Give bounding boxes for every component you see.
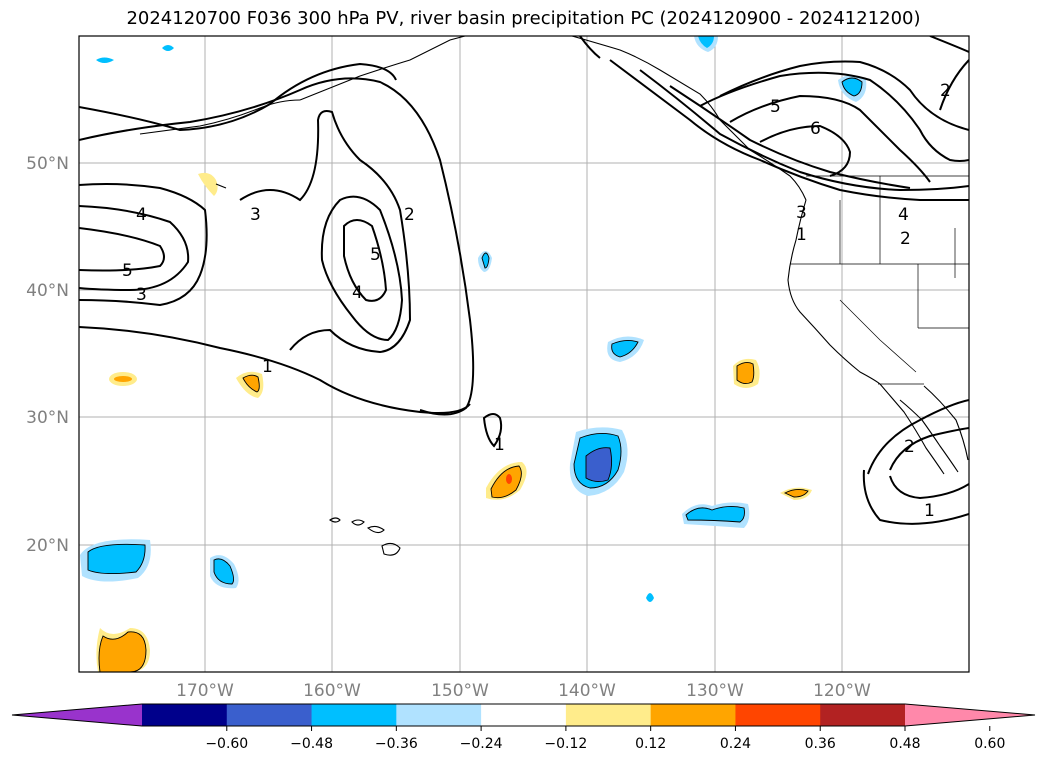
colorbar-extend-low	[12, 704, 142, 726]
contour-label: 5	[370, 245, 381, 265]
colorbar-tick-label: −0.48	[290, 736, 333, 752]
precip-negative-blob	[96, 57, 114, 63]
precip-negative-blob	[586, 447, 612, 482]
lon-label: 130°W	[686, 681, 744, 701]
precip-negative-blob	[88, 544, 146, 574]
contour-labels: 5 6 2 4 3 1 2 4 3 5 3 2 5 4 1 1 2 1	[122, 81, 951, 521]
contour-label: 2	[904, 437, 915, 457]
contour-label: 1	[796, 225, 807, 245]
colorbar-tick-label: 0.36	[805, 736, 836, 752]
precip-positive-blob	[243, 375, 260, 392]
precip-positive-blob	[198, 172, 218, 196]
lat-label: 20°N	[26, 536, 69, 556]
precip-positive-blob	[114, 376, 132, 382]
contour-label: 4	[136, 205, 147, 225]
colorbar-segment	[311, 704, 397, 726]
colorbar-segment	[820, 704, 906, 726]
colorbar-segment	[481, 704, 567, 726]
contour-label: 4	[898, 205, 909, 225]
colorbar-outline	[11, 703, 1036, 727]
colorbar-segment	[650, 704, 736, 726]
map-title: 2024120700 F036 300 hPa PV, river basin …	[126, 8, 921, 29]
contour-label: 3	[136, 285, 147, 305]
contour-label: 2	[404, 205, 415, 225]
colorbar-extend-high	[905, 704, 1035, 726]
contour-label: 1	[262, 357, 273, 377]
map-content: 5 6 2 4 3 1 2 4 3 5 3 2 5 4 1 1 2 1	[79, 36, 969, 672]
lon-label: 160°W	[303, 681, 361, 701]
state-boundaries	[790, 175, 969, 385]
colorbar-segment	[735, 704, 821, 726]
lon-label: 140°W	[558, 681, 616, 701]
contour-label: 5	[122, 261, 133, 281]
precip-anomaly-fills	[80, 36, 867, 672]
colorbar-tick-label: −0.12	[544, 736, 587, 752]
precip-negative-blob	[686, 506, 745, 522]
colorbar-segment	[396, 704, 482, 726]
precip-positive-blob	[491, 466, 522, 498]
lon-label: 120°W	[813, 681, 871, 701]
precip-positive-blob	[506, 474, 512, 484]
colorbar-tick-label: −0.60	[205, 736, 248, 752]
precip-positive-blob	[737, 362, 754, 384]
pv-contours	[79, 36, 969, 525]
precip-positive-blob	[99, 631, 146, 672]
lon-label: 150°W	[431, 681, 489, 701]
colorbar-tick-label: 0.48	[889, 736, 920, 752]
colorbar-segment	[565, 704, 652, 726]
contour-label: 1	[924, 501, 935, 521]
contour-label: 1	[494, 435, 505, 455]
precip-negative-blob	[611, 340, 638, 357]
colorbar-tick-label: 0.24	[720, 736, 751, 752]
contour-label: 3	[796, 203, 807, 223]
contour-label: 2	[940, 81, 951, 101]
lon-labels: 170°W 160°W 150°W 140°W 130°W 120°W	[176, 681, 871, 701]
colorbar: −0.60 −0.48 −0.36 −0.24 −0.12 0.12 0.24 0.36 0.4…	[11, 703, 1036, 752]
colorbar-segment	[226, 704, 313, 726]
lat-label: 30°N	[26, 408, 69, 428]
precip-thin-contours	[87, 77, 863, 672]
contour-label: 6	[810, 119, 821, 139]
colorbar-segment	[142, 704, 228, 726]
colorbar-tick-label: −0.24	[460, 736, 503, 752]
colorbar-tick-label: 0.60	[974, 736, 1005, 752]
gridlines	[79, 36, 969, 672]
map-frame	[78, 35, 970, 673]
lat-label: 50°N	[26, 154, 69, 174]
colorbar-tick-label: 0.12	[635, 736, 666, 752]
contour-label: 3	[250, 205, 261, 225]
lat-labels: 50°N 40°N 30°N 20°N	[26, 154, 69, 556]
precip-negative-blob	[162, 45, 174, 51]
precip-negative-blob	[698, 36, 714, 48]
coastlines	[139, 36, 969, 556]
colorbar-tick-label: −0.36	[375, 736, 418, 752]
precip-negative-blob	[646, 593, 654, 602]
contour-label: 2	[900, 229, 911, 249]
contour-label: 5	[770, 97, 781, 117]
lon-label: 170°W	[176, 681, 234, 701]
precip-negative-blob	[482, 253, 489, 268]
lat-label: 40°N	[26, 281, 69, 301]
contour-label: 4	[352, 283, 363, 303]
